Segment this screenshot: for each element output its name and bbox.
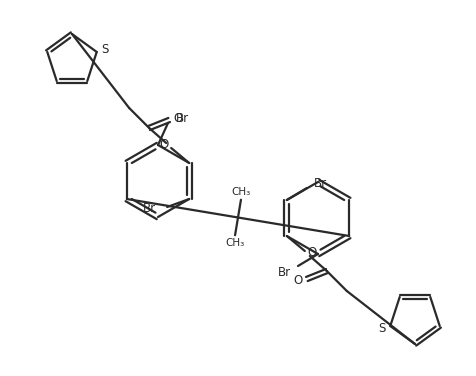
Text: O: O xyxy=(173,112,182,124)
Text: CH₃: CH₃ xyxy=(231,187,250,197)
Text: Br: Br xyxy=(277,265,290,279)
Text: O: O xyxy=(159,138,169,152)
Text: Br: Br xyxy=(142,203,155,215)
Text: Br: Br xyxy=(175,112,188,126)
Text: O: O xyxy=(307,247,316,259)
Text: Br: Br xyxy=(314,177,327,191)
Text: CH₃: CH₃ xyxy=(225,238,244,248)
Text: S: S xyxy=(378,321,385,335)
Text: S: S xyxy=(101,44,108,56)
Text: O: O xyxy=(293,274,302,288)
